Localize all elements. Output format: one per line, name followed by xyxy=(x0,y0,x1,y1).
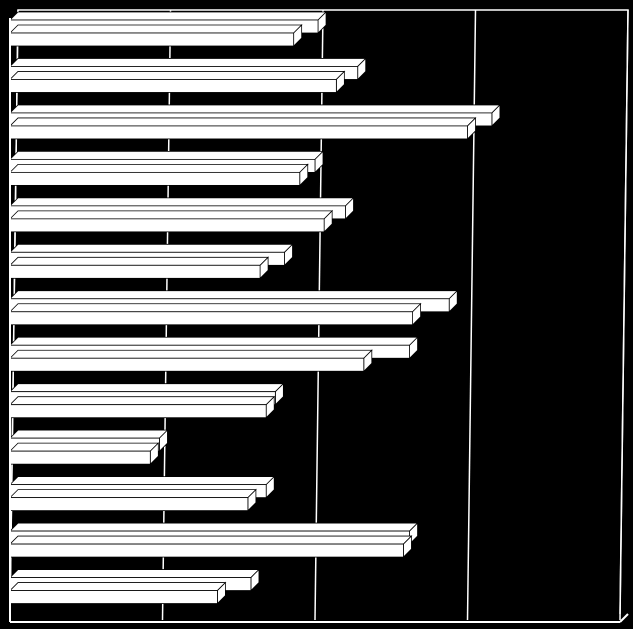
bar xyxy=(9,209,334,233)
bar-top-face xyxy=(9,336,419,346)
bar-front-face xyxy=(9,543,404,558)
bar xyxy=(9,581,227,605)
bar-top-face xyxy=(9,383,285,393)
bar xyxy=(9,535,413,559)
bar-top-face xyxy=(9,290,459,300)
bar xyxy=(9,349,373,373)
bar-top-face xyxy=(9,569,260,578)
bar-top-face xyxy=(9,535,413,545)
bar-top-face xyxy=(9,476,276,486)
bar-front-face xyxy=(9,79,337,93)
bar-front-face xyxy=(9,218,325,233)
bar-top-face xyxy=(9,429,169,439)
bar-top-face xyxy=(9,150,324,160)
bar xyxy=(9,24,303,47)
gridline xyxy=(619,9,629,621)
bar-top-face xyxy=(9,163,309,173)
axes xyxy=(9,18,629,623)
bar xyxy=(9,163,309,187)
bar-front-face xyxy=(9,497,249,512)
bar xyxy=(9,488,257,512)
bar xyxy=(9,70,346,94)
bar xyxy=(9,395,276,419)
bar-top-face xyxy=(9,58,367,67)
bar xyxy=(9,256,270,280)
bar-top-face xyxy=(9,24,303,34)
bar-top-face xyxy=(9,256,270,266)
bar-front-face xyxy=(9,171,301,186)
bars xyxy=(9,11,501,605)
bar-top-face xyxy=(9,71,346,80)
bar-top-face xyxy=(9,210,334,220)
gridlines xyxy=(9,9,629,621)
bar-front-face xyxy=(9,125,468,140)
bar-front-face xyxy=(9,404,267,419)
bar-top-face xyxy=(9,197,355,207)
bar-top-face xyxy=(9,522,419,532)
bar-top-face xyxy=(9,104,501,114)
gridline xyxy=(466,9,477,621)
bar xyxy=(9,116,477,140)
bar-top-face xyxy=(9,582,227,591)
bar-front-face xyxy=(9,590,218,604)
bar-top-face xyxy=(9,11,328,21)
bar-top-face xyxy=(9,117,477,127)
bar-top-face xyxy=(9,442,160,452)
bar-front-face xyxy=(9,311,414,326)
bar-top-face xyxy=(9,396,276,406)
bar-top-face xyxy=(9,243,294,253)
bar-top-face xyxy=(9,349,373,359)
floor-edge xyxy=(619,613,629,623)
bar-front-face xyxy=(9,357,365,372)
bar xyxy=(9,442,160,466)
bar-front-face xyxy=(9,450,151,465)
bar-front-face xyxy=(9,264,261,279)
bar-top-face xyxy=(9,489,257,499)
bar-top-face xyxy=(9,303,422,313)
bar xyxy=(9,302,422,326)
bar-front-face xyxy=(9,32,295,47)
